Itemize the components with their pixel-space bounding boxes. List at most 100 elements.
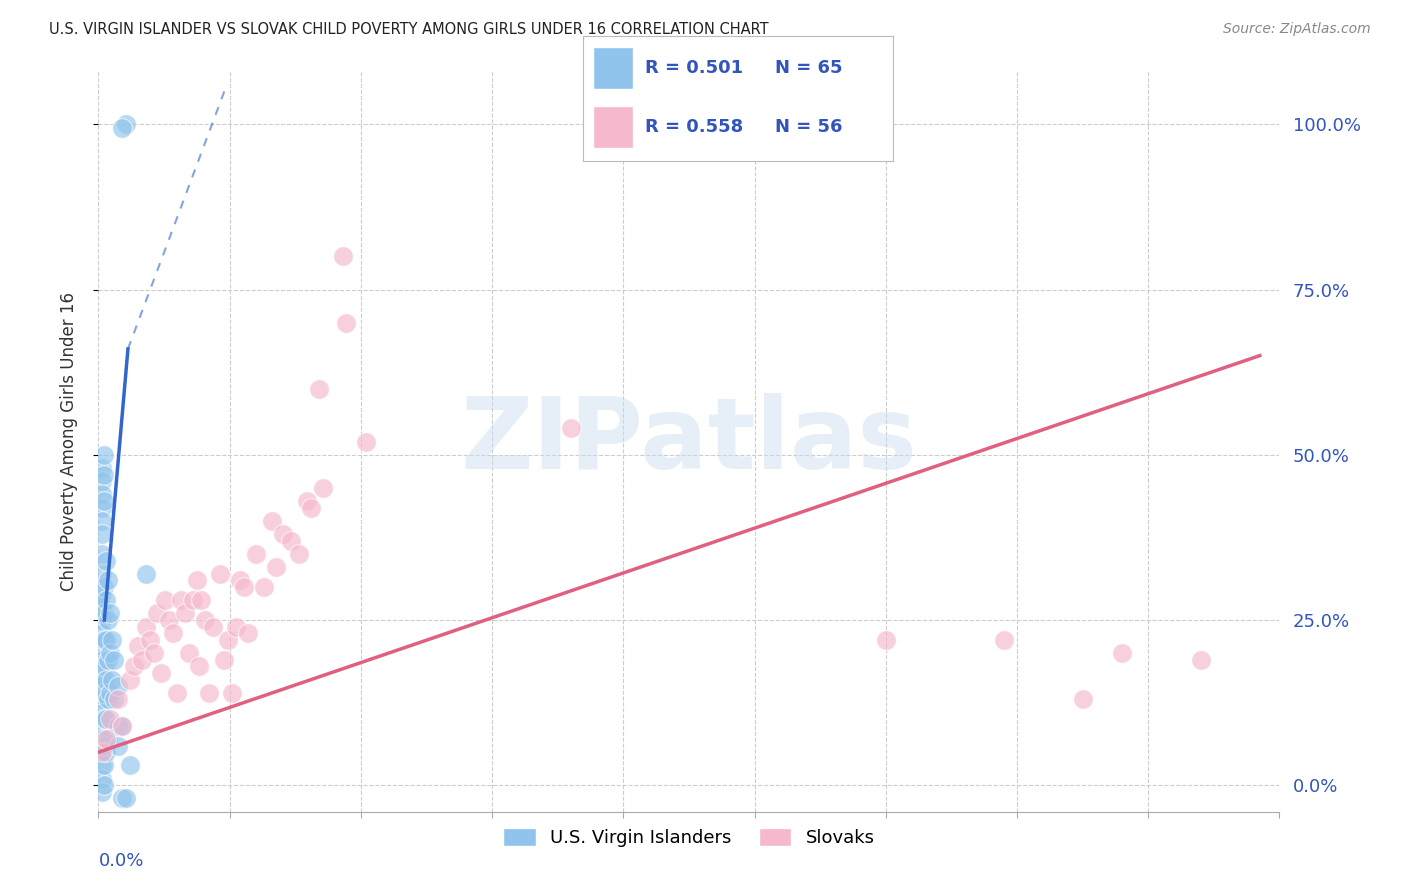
Point: [174, 607, 197, 621]
Point: [308, 382, 330, 396]
Point: [91, 640, 114, 654]
Point: [101, 673, 124, 687]
Point: [201, 620, 224, 634]
Point: [91, 772, 114, 786]
Point: [91, 527, 114, 541]
Point: [138, 632, 160, 647]
Point: [118, 673, 141, 687]
Point: [181, 593, 204, 607]
Point: [332, 250, 354, 264]
Point: [875, 632, 897, 647]
Point: [115, 791, 138, 805]
Point: [221, 686, 243, 700]
Y-axis label: Child Poverty Among Girls Under 16: Child Poverty Among Girls Under 16: [59, 292, 77, 591]
Point: [98, 686, 121, 700]
Point: [91, 653, 114, 667]
Point: [111, 791, 134, 805]
Point: [91, 665, 114, 680]
Point: [91, 514, 114, 528]
Point: [98, 646, 121, 660]
Point: [97, 731, 120, 746]
Point: [93, 632, 115, 647]
Point: [312, 481, 335, 495]
Point: [135, 566, 157, 581]
Point: [111, 719, 134, 733]
Point: [162, 626, 184, 640]
Point: [93, 778, 115, 792]
Point: [288, 547, 311, 561]
Point: [91, 679, 114, 693]
Bar: [593, 105, 633, 148]
Point: [91, 745, 114, 759]
Point: [96, 731, 118, 746]
Point: [93, 659, 115, 673]
Point: [186, 574, 208, 588]
Text: N = 56: N = 56: [775, 118, 842, 136]
Point: [225, 620, 247, 634]
Text: R = 0.558: R = 0.558: [645, 118, 744, 136]
Legend: U.S. Virgin Islanders, Slovaks: U.S. Virgin Islanders, Slovaks: [496, 821, 882, 855]
Point: [107, 692, 129, 706]
Point: [335, 316, 357, 330]
Point: [214, 653, 236, 667]
Point: [217, 632, 239, 647]
Point: [209, 566, 232, 581]
Point: [90, 461, 112, 475]
Point: [107, 719, 129, 733]
Point: [135, 620, 157, 634]
Point: [91, 731, 114, 746]
Point: [131, 653, 153, 667]
Point: [91, 785, 114, 799]
Point: [91, 758, 114, 772]
Text: R = 0.501: R = 0.501: [645, 59, 744, 77]
Point: [855, 117, 877, 131]
Point: [93, 607, 115, 621]
Point: [101, 632, 124, 647]
Point: [93, 712, 115, 726]
Point: [697, 117, 720, 131]
Point: [91, 692, 114, 706]
Text: N = 65: N = 65: [775, 59, 842, 77]
Point: [96, 593, 118, 607]
Point: [91, 500, 114, 515]
Point: [91, 613, 114, 627]
Text: Source: ZipAtlas.com: Source: ZipAtlas.com: [1223, 22, 1371, 37]
Point: [155, 593, 177, 607]
Point: [236, 626, 259, 640]
Bar: [593, 47, 633, 89]
Point: [150, 665, 173, 680]
Point: [253, 580, 276, 594]
Point: [107, 739, 129, 753]
Point: [91, 586, 114, 600]
Point: [142, 646, 165, 660]
Point: [170, 593, 193, 607]
Point: [229, 574, 252, 588]
Point: [93, 494, 115, 508]
Point: [122, 659, 145, 673]
Point: [993, 632, 1015, 647]
Point: [97, 692, 120, 706]
Point: [354, 434, 377, 449]
Point: [93, 686, 115, 700]
Point: [295, 494, 318, 508]
Text: 0.0%: 0.0%: [98, 853, 143, 871]
Point: [146, 607, 169, 621]
Point: [187, 659, 209, 673]
Point: [103, 692, 125, 706]
Text: ZIPatlas: ZIPatlas: [461, 393, 917, 490]
Point: [111, 120, 134, 135]
Point: [93, 467, 115, 482]
Point: [98, 607, 121, 621]
Point: [93, 739, 115, 753]
Point: [90, 474, 112, 488]
Point: [157, 613, 180, 627]
Point: [103, 653, 125, 667]
Point: [91, 745, 114, 759]
Point: [273, 527, 295, 541]
Point: [98, 712, 121, 726]
Point: [91, 547, 114, 561]
Point: [118, 758, 141, 772]
Point: [97, 613, 120, 627]
Point: [260, 514, 283, 528]
Point: [97, 653, 120, 667]
